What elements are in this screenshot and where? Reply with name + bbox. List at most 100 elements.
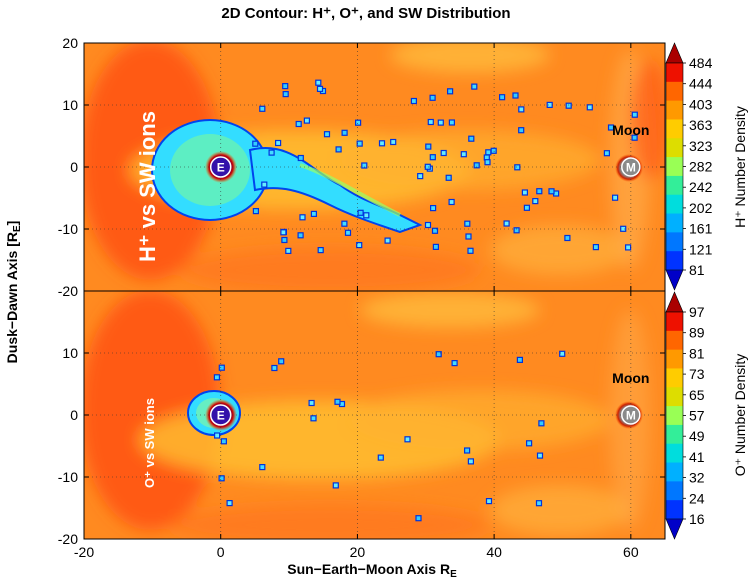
ion-speck	[429, 94, 436, 101]
ion-speck	[435, 351, 442, 358]
ion-speck	[490, 147, 497, 154]
ion-speck	[259, 464, 266, 471]
colorbar-segment	[666, 312, 683, 332]
ion-speck	[538, 420, 545, 427]
colorbar-segment	[666, 157, 683, 177]
ion-speck	[213, 374, 220, 381]
ion-speck	[484, 159, 491, 166]
bottom-in-plot-label: O⁺ vs SW ions	[142, 398, 157, 488]
ion-speck	[417, 173, 424, 180]
ion-speck	[424, 163, 431, 170]
colorbars: 484 444 403 363 323 282 242 202 161 121 81 97 89 81 73…	[665, 42, 713, 540]
ion-speck	[297, 154, 304, 162]
ion-speck	[252, 140, 259, 147]
ion-speck	[464, 447, 471, 454]
y-tick-label: 0	[70, 159, 78, 175]
colorbar-segment	[666, 251, 683, 271]
ion-speck	[536, 452, 544, 459]
ion-speck	[315, 79, 322, 86]
ion-speck	[467, 458, 474, 465]
ion-speck	[523, 204, 531, 211]
panel-bottom	[84, 291, 665, 539]
colorbar-segment	[666, 368, 683, 388]
ion-speck	[624, 244, 632, 251]
panel-top-field	[84, 43, 665, 291]
ion-speck	[282, 82, 289, 90]
colorbar-segment	[666, 119, 683, 139]
colorbar-tick-label: 202	[689, 200, 713, 216]
body-markers: E M Moon E M Moon	[209, 122, 649, 426]
ion-speck	[503, 220, 510, 227]
ion-speck	[278, 358, 285, 365]
ion-speck	[430, 205, 437, 212]
ion-speck	[447, 88, 454, 95]
ion-speck	[485, 498, 493, 505]
ion-speck	[465, 233, 472, 240]
ion-speck	[512, 92, 519, 99]
x-axis-label: Sun−Earth−Moon Axis RE	[287, 561, 457, 580]
panel-top	[84, 43, 665, 291]
ion-speck	[281, 236, 288, 244]
top-in-plot-label: H⁺ vs SW ions	[135, 111, 160, 262]
colorbar-tick-label: 49	[689, 428, 705, 444]
ion-speck	[445, 174, 452, 181]
colorbar-segment	[666, 349, 683, 369]
ion-speck	[214, 432, 221, 439]
colorbar-tick-label: 121	[689, 241, 713, 257]
ion-speck	[437, 119, 444, 126]
moon-text-label: Moon	[612, 370, 649, 386]
ion-speck	[218, 475, 225, 482]
ion-specks-top	[252, 79, 638, 254]
ion-speck	[603, 150, 611, 157]
ion-speck	[564, 234, 571, 242]
ion-speck	[532, 198, 539, 205]
earth-marker-label: E	[217, 161, 225, 175]
colorbar-segment	[666, 462, 683, 482]
ion-speck	[536, 188, 543, 195]
colorbar-tick-label: 323	[689, 138, 713, 154]
ion-speck	[316, 85, 324, 93]
ion-speck	[440, 149, 447, 157]
ion-speck	[464, 220, 471, 227]
earth-marker	[209, 156, 232, 178]
colorbar-segment	[666, 387, 683, 407]
ion-speck	[308, 399, 315, 407]
ion-speck	[323, 131, 331, 138]
colorbar-min-arrow	[665, 269, 684, 291]
ion-speck	[565, 102, 572, 109]
colorbar-tick-label: 242	[689, 179, 713, 195]
ion-speck	[280, 229, 287, 236]
ion-speck	[467, 247, 474, 254]
colorbar-segment	[666, 194, 683, 215]
colorbar-tick-label: 97	[689, 304, 705, 320]
colorbar-segment	[666, 443, 683, 464]
ion-speck	[631, 111, 638, 118]
x-tick-label: 60	[623, 544, 639, 560]
ion-speck	[432, 243, 439, 250]
ion-speck	[607, 124, 615, 131]
ion-speck	[516, 356, 524, 363]
ion-speck	[317, 247, 324, 254]
moon-marker	[621, 157, 641, 177]
colorbar-tick-label: 444	[689, 76, 713, 92]
ion-speck	[586, 104, 593, 111]
ion-speck	[548, 188, 555, 195]
ion-specks-bottom	[213, 350, 566, 522]
ion-speck	[355, 119, 362, 126]
ion-speck	[468, 135, 475, 142]
ion-speck	[485, 149, 492, 156]
ion-speck	[344, 229, 352, 236]
panel-bottom-field	[84, 291, 665, 539]
colorbar-segment	[666, 232, 683, 252]
earth-marker	[209, 404, 232, 426]
colorbar-tick-label: 81	[689, 262, 705, 278]
ion-speck	[424, 221, 432, 229]
colorbar-tick-label: 41	[689, 449, 705, 465]
ion-speck	[513, 227, 520, 234]
ion-speck	[431, 227, 439, 234]
ion-speck	[559, 350, 566, 357]
chart-title: 2D Contour: H⁺, O⁺, and SW Distribution	[221, 5, 510, 22]
ion-speck	[335, 146, 342, 153]
ion-speck	[514, 164, 521, 171]
